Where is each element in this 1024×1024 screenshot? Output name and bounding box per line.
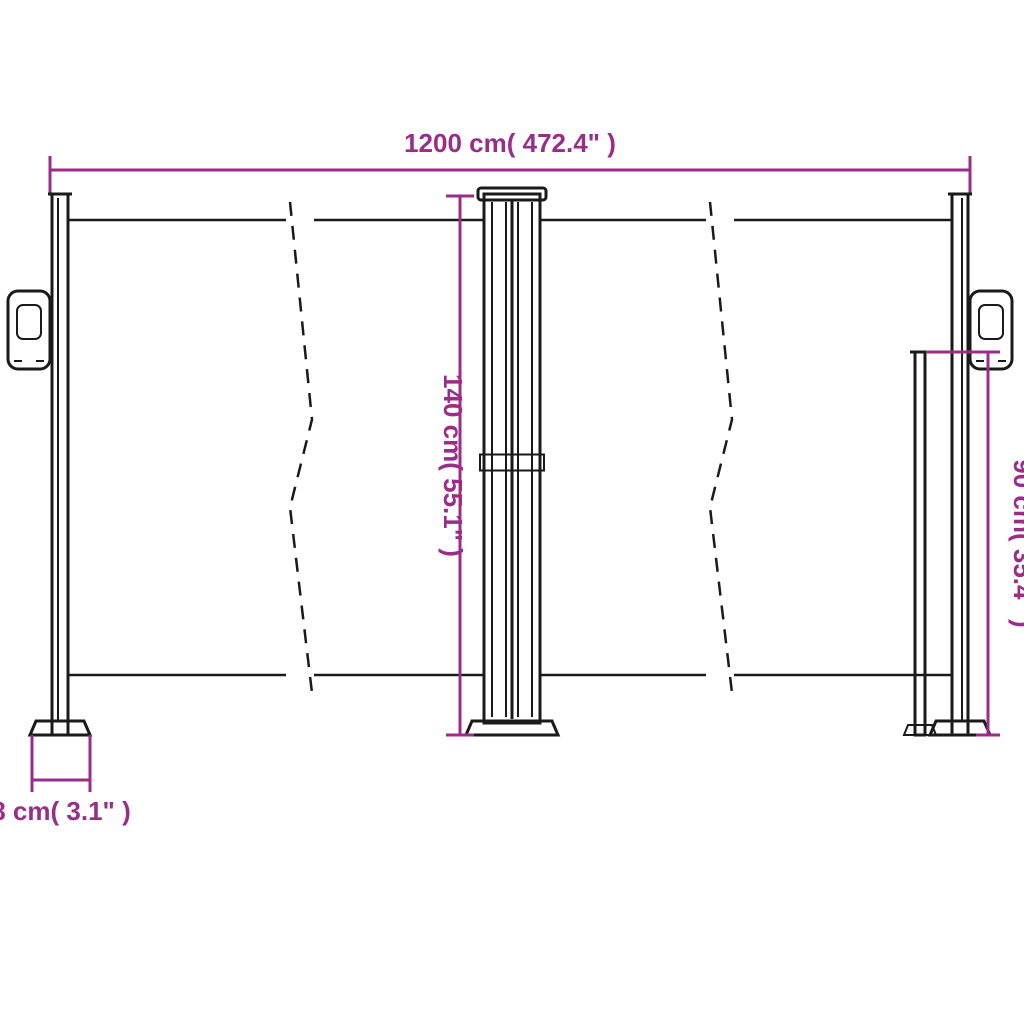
left-post — [52, 194, 68, 735]
base-width-label: 8 cm( 3.1" ) — [0, 796, 131, 826]
left-post-base — [30, 721, 90, 735]
section-break — [710, 202, 732, 693]
right-post-base — [930, 721, 990, 735]
right-support-pole — [915, 352, 925, 735]
left-handle — [8, 291, 50, 369]
right-post — [952, 194, 968, 735]
pole-height-label: 90 cm( 35.4" ) — [1008, 459, 1024, 627]
section-break — [290, 202, 312, 693]
right-handle — [970, 291, 1012, 369]
width-label: 1200 cm( 472.4" ) — [404, 128, 616, 158]
height-label: 140 cm( 55.1" ) — [438, 374, 468, 557]
